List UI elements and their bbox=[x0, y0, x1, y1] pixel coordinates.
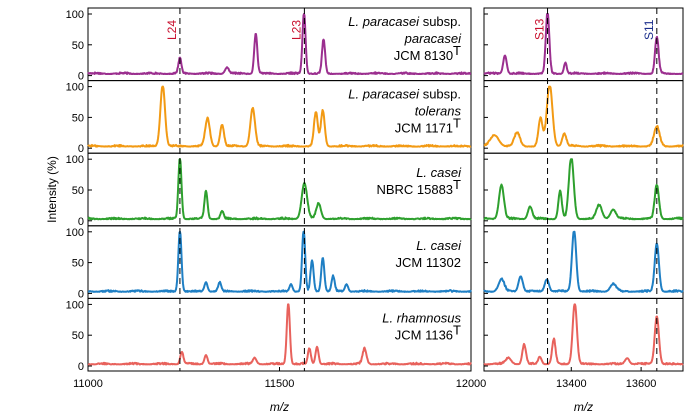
series-label-part: paracasei bbox=[404, 31, 462, 46]
type-strain-superscript: T bbox=[453, 177, 461, 192]
y-tick-label: 0 bbox=[78, 216, 84, 228]
y-tick-label: 0 bbox=[78, 361, 84, 373]
series-label-line: paracasei bbox=[404, 31, 462, 46]
y-tick-label: 50 bbox=[72, 112, 84, 124]
y-tick-label: 100 bbox=[66, 9, 84, 21]
series-label-part: L. casei bbox=[416, 238, 462, 253]
y-tick-label: 50 bbox=[72, 40, 84, 52]
type-strain-superscript: T bbox=[453, 322, 461, 337]
right-panel-frame bbox=[483, 80, 684, 154]
left-spectrum-trace bbox=[87, 303, 472, 366]
series-label-line: JCM 11302 bbox=[395, 255, 461, 270]
series-label-line: tolerans bbox=[415, 104, 462, 119]
right-panel-frame bbox=[483, 225, 684, 299]
y-tick-label: 50 bbox=[72, 258, 84, 270]
right-spectrum-trace bbox=[483, 158, 684, 221]
y-tick-label: 50 bbox=[72, 330, 84, 342]
left-spectrum-trace bbox=[87, 85, 472, 148]
type-strain-superscript: T bbox=[453, 116, 461, 131]
series-label-part: L. casei bbox=[416, 165, 462, 180]
x-axis-title-left: m/z bbox=[270, 400, 289, 414]
x-tick-label: 12000 bbox=[456, 378, 487, 390]
left-spectrum-trace bbox=[87, 13, 472, 76]
series-label-line: L. casei bbox=[416, 238, 462, 253]
series-label-part: L. paracasei bbox=[348, 14, 420, 29]
y-axis-title: Intensity (%) bbox=[45, 156, 59, 223]
right-spectrum-trace bbox=[483, 13, 684, 76]
series-label-line: L. rhamnosus bbox=[382, 310, 461, 325]
y-tick-label: 100 bbox=[66, 82, 84, 94]
spectrum-row: 0 50 100 L. casei JCM 11302 bbox=[66, 225, 684, 300]
x-tick-label: 11000 bbox=[73, 378, 103, 390]
series-label-part: NBRC 15883 bbox=[376, 182, 453, 197]
y-tick-label: 100 bbox=[66, 154, 84, 166]
peak-label-l24: L24 bbox=[165, 20, 179, 40]
y-tick-label: 0 bbox=[78, 71, 84, 83]
x-axis-title-right: m/z bbox=[574, 400, 593, 414]
series-label-part: tolerans bbox=[415, 104, 462, 119]
series-label-part: subsp. bbox=[419, 14, 461, 29]
series-label-line: L. paracasei subsp. bbox=[348, 14, 461, 29]
series-label-part: L. paracasei bbox=[348, 87, 420, 102]
series-label-line: NBRC 15883T bbox=[376, 177, 461, 197]
type-strain-superscript: T bbox=[453, 43, 461, 58]
series-label-line: L. paracasei subsp. bbox=[348, 87, 461, 102]
right-panel-frame bbox=[483, 297, 684, 372]
peak-label-s11: S11 bbox=[642, 19, 656, 40]
peak-label-l23: L23 bbox=[289, 20, 303, 40]
y-tick-label: 100 bbox=[66, 227, 84, 239]
x-tick-label: 11500 bbox=[265, 378, 295, 390]
series-label-line: JCM 1171T bbox=[395, 116, 461, 136]
series-label-part: JCM 1136 bbox=[395, 327, 453, 342]
y-tick-label: 100 bbox=[66, 299, 84, 311]
y-tick-label: 0 bbox=[78, 143, 84, 155]
left-spectrum-trace bbox=[87, 230, 472, 293]
y-tick-label: 50 bbox=[72, 185, 84, 197]
right-spectrum-trace bbox=[483, 85, 684, 148]
x-tick-label: 13400 bbox=[556, 378, 587, 390]
series-label-part: L. rhamnosus bbox=[382, 310, 461, 325]
x-tick-label: 13600 bbox=[626, 378, 657, 390]
peak-label-s13: S13 bbox=[533, 18, 547, 40]
series-label-part: JCM 11302 bbox=[395, 255, 461, 270]
y-tick-label: 0 bbox=[78, 288, 84, 300]
left-spectrum-trace bbox=[87, 158, 472, 221]
right-spectrum-trace bbox=[483, 303, 684, 366]
right-spectrum-trace bbox=[483, 230, 684, 293]
series-label-line: JCM 8130T bbox=[394, 43, 461, 63]
series-label-line: L. casei bbox=[416, 165, 462, 180]
series-label-part: JCM 8130 bbox=[394, 48, 453, 63]
series-label-part: subsp. bbox=[419, 87, 461, 102]
series-label-line: JCM 1136T bbox=[395, 322, 461, 342]
series-label-part: JCM 1171 bbox=[395, 121, 453, 136]
